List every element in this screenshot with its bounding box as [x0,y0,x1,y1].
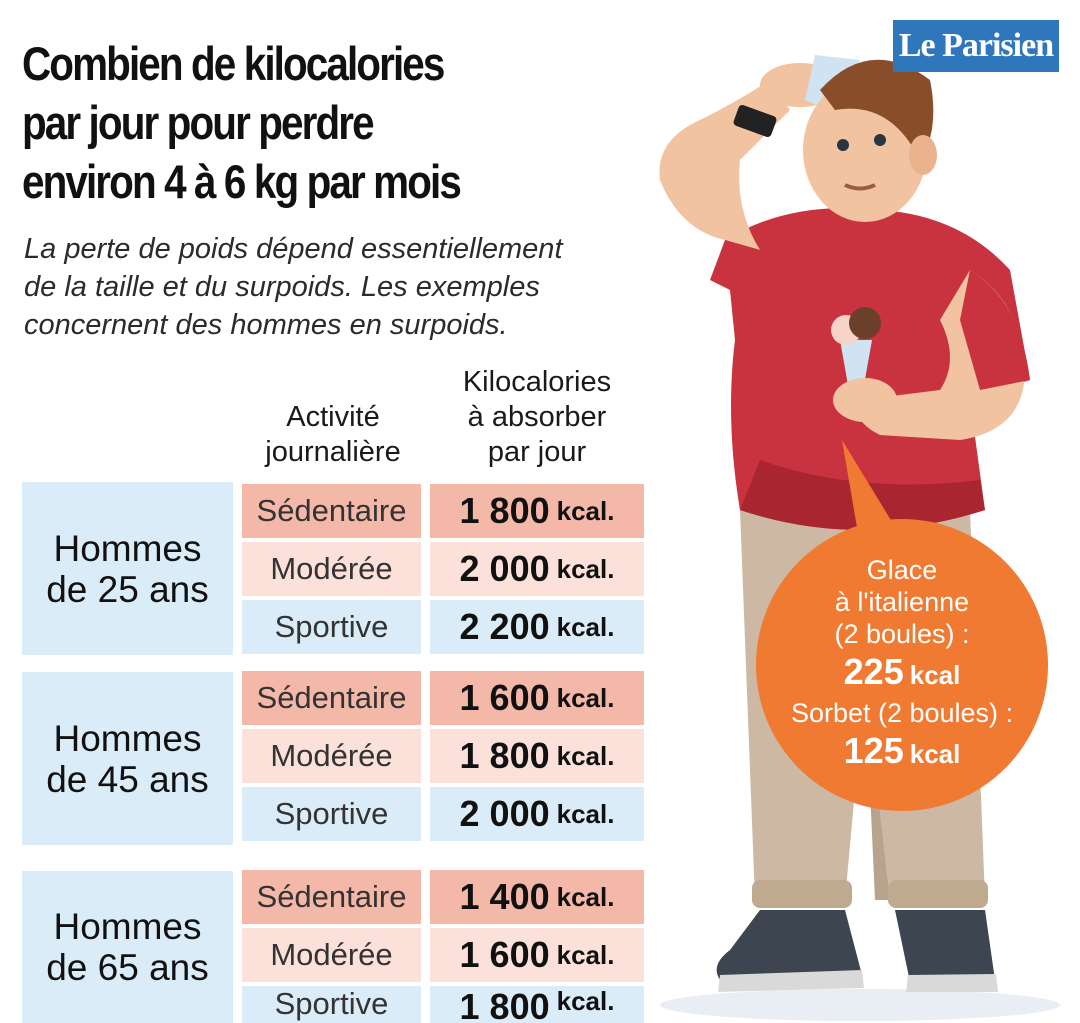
kcal-unit: kcal. [556,495,615,526]
group-label-line: de 25 ans [46,568,209,610]
kcal-value: 1 600 [459,934,550,975]
kcal-cell: 1 600 kcal. [430,928,644,982]
title-line: par jour pour perdre [22,96,375,149]
kcal-value: 1 400 [459,876,550,917]
le-parisien-logo: Le Parisien [893,20,1059,72]
group-label-line: Hommes [53,906,202,947]
activity-cell: Sportive [242,986,421,1023]
header-line: Activité [286,401,380,433]
subtitle-line: La perte de poids dépend essentiellement [24,233,563,265]
sorbet-value: 125 [843,730,904,771]
kcal-value: 1 800 [459,735,550,776]
header-line: journalière [265,436,401,468]
bubble-line: Glace [866,555,938,585]
kcal-value: 2 000 [459,548,550,589]
kcal-cell: 1 800 kcal. [430,986,644,1023]
kcal-unit: kcal. [556,798,615,829]
kcal-value: 2 200 [459,606,550,647]
kcal-unit: kcal. [556,881,615,912]
kcal-value: 1 800 [459,490,550,531]
group-label-line: de 65 ans [46,947,209,988]
kcal-cell: 2 000 kcal. [430,787,644,841]
header-line: à absorber [467,401,607,433]
kcal-value: 2 000 [459,793,550,834]
subtitle-line: concernent des hommes en surpoids. [24,309,508,341]
kcal-unit: kcal. [556,553,615,584]
activity-cell: Sédentaire [242,484,421,538]
group-label-65: Hommes de 65 ans [22,871,233,1023]
glace-unit: kcal [909,660,961,690]
subtitle-line: de la taille et du surpoids. Les exemple… [24,271,540,303]
header-line: par jour [487,436,587,468]
subtitle: La perte de poids dépend essentiellement… [24,230,624,344]
bubble-line: (2 boules) : [834,619,970,649]
title-line: environ 4 à 6 kg par mois [22,155,462,208]
group-label-line: Hommes [53,527,202,569]
activity-cell: Sédentaire [242,870,421,924]
activity-cell: Modérée [242,729,421,783]
sorbet-kcal: 125 kcal [844,729,961,776]
glace-kcal: 225 kcal [844,650,961,697]
page-title: Combien de kilocalories par jour pour pe… [22,34,504,211]
ice-cream-bubble: Glace à l'italienne (2 boules) : 225 kcal… [757,520,1047,810]
bubble-line: à l'italienne [834,587,970,617]
kcal-cell: 1 600 kcal. [430,671,644,725]
kcal-column-header: Kilocalories à absorber par jour [430,365,644,470]
kcal-unit: kcal. [556,986,615,1016]
activity-cell: Modérée [242,542,421,596]
header-line: Kilocalories [462,366,612,398]
group-label-45: Hommes de 45 ans [22,672,233,845]
kcal-cell: 2 200 kcal. [430,600,644,654]
activity-column-header: Activité journalière [242,400,424,470]
activity-cell: Modérée [242,928,421,982]
kcal-value: 1 800 [459,986,550,1023]
group-label-25: Hommes de 25 ans [22,482,233,655]
kcal-unit: kcal. [556,611,615,642]
glace-value: 225 [843,651,904,692]
activity-cell: Sédentaire [242,671,421,725]
group-label-line: de 45 ans [46,758,209,800]
kcal-unit: kcal. [556,740,615,771]
bubble-line: Sorbet (2 boules) : [790,698,1014,728]
kcal-cell: 1 400 kcal. [430,870,644,924]
group-label-line: Hommes [53,717,202,759]
kcal-unit: kcal. [556,939,615,970]
kcal-cell: 2 000 kcal. [430,542,644,596]
kcal-cell: 1 800 kcal. [430,729,644,783]
kcal-cell: 1 800 kcal. [430,484,644,538]
kcal-value: 1 600 [459,677,550,718]
speech-bubble-shape [756,440,1048,811]
sorbet-unit: kcal [909,739,961,769]
activity-cell: Sportive [242,600,421,654]
title-line: Combien de kilocalories [22,37,445,90]
kcal-unit: kcal. [556,682,615,713]
activity-cell: Sportive [242,787,421,841]
